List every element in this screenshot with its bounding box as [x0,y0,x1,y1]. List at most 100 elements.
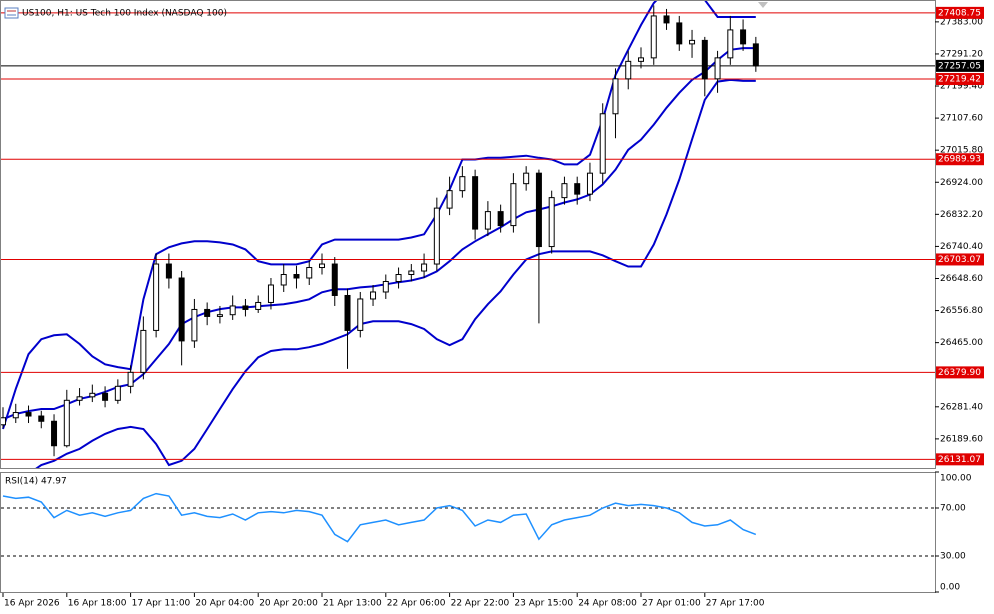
y-tick-label: 26740.40 [940,242,983,252]
rsi-y-tick-label: 100.00 [940,474,972,484]
symbol-icon [4,7,19,19]
chart-title: US100, H1: US Tech 100 Index (NASDAQ 100… [22,9,227,19]
candle-body [38,415,45,422]
candle-body [714,57,721,80]
candle-body [663,15,670,24]
candle-body [727,29,734,59]
candle-body [752,43,759,67]
candle-body [638,57,644,62]
candle-body [382,280,389,293]
y-tick-label: 26832.20 [940,210,983,220]
x-tick-label: 20 Apr 04:00 [195,599,254,609]
candle-body [676,22,683,45]
x-tick-label: 22 Apr 22:00 [451,599,510,609]
level-label: 26989.93 [938,155,981,165]
bollinger-upper [2,1,756,430]
level-label-box [936,453,984,466]
candle-body [204,308,211,317]
x-tick-label: 23 Apr 15:00 [514,599,573,609]
candle-body [153,263,160,331]
level-label-box [936,366,984,379]
candle-body [561,183,568,199]
candle-body [446,190,453,209]
candle-body [433,207,440,265]
candle-body [408,270,415,276]
rsi-y-tick-label: 0.00 [940,583,960,593]
candle-body [127,371,134,387]
y-tick-label: 26189.60 [940,434,983,444]
candle-body [25,412,32,417]
x-tick-label: 24 Apr 08:00 [578,599,637,609]
level-label-box [936,153,984,166]
candle-body [421,263,428,272]
candle-body [51,420,58,447]
candle-body [306,267,313,279]
y-tick-label: 27107.60 [940,114,983,124]
y-tick-label: 27383.00 [940,17,983,27]
candle-body [267,284,274,303]
y-tick-label: 27015.80 [940,146,983,156]
candle-body [293,274,300,279]
candle-body [459,176,466,192]
y-tick-label: 27291.20 [940,49,983,59]
candle-body [63,399,70,447]
x-tick-label: 21 Apr 13:00 [323,599,382,609]
candle-body [689,39,696,45]
x-tick-label: 27 Apr 17:00 [706,599,765,609]
x-tick-label: 16 Apr 2026 [4,599,60,609]
level-label-box [936,73,984,86]
scroll-marker [758,2,768,8]
current-price-label: 27257.05 [938,61,981,71]
rsi-y-tick-label: 70.00 [940,504,966,514]
candle-body [650,15,657,59]
level-label: 27408.75 [938,8,981,18]
candle-body [395,274,402,282]
main-plot [1,1,935,468]
y-tick-label: 26281.40 [940,402,983,412]
candle-body [510,183,517,227]
candle-body [280,274,287,286]
candle-body [599,113,606,174]
candle-body [625,60,632,80]
candle-body [484,211,491,230]
candle-body [114,385,121,401]
candle-body [586,172,593,195]
x-tick-label: 17 Apr 11:00 [132,599,191,609]
candle-body [89,392,96,398]
x-tick-label: 16 Apr 18:00 [68,599,127,609]
candle-body [497,211,504,227]
y-tick-label: 26556.80 [940,306,983,316]
candle-body [574,183,581,195]
candle-body [12,412,19,419]
rsi-line [2,492,757,543]
level-label: 26131.07 [938,455,981,465]
candle-body [472,176,479,230]
candle-body [319,263,325,269]
candle-body [331,263,338,296]
level-label: 27219.42 [938,75,981,85]
level-label-box [936,6,984,19]
candle-body [740,29,747,45]
rsi-panel-frame [0,472,936,593]
main-panel-frame [0,0,936,469]
y-tick-label: 27199.40 [940,82,983,92]
candle-body [76,396,83,401]
y-tick-label: 26648.60 [940,274,983,284]
candle-body [523,172,530,185]
level-label: 26379.90 [938,368,981,378]
candle-body [229,305,236,316]
candle-body [1,417,6,426]
bollinger-lower [35,78,756,468]
candle-body [140,329,147,373]
x-tick-label: 27 Apr 01:00 [642,599,701,609]
candle-body [535,172,542,248]
x-tick-label: 22 Apr 06:00 [387,599,446,609]
candle-body [548,197,555,248]
y-tick-label: 26924.00 [940,178,983,188]
candle-body [102,392,109,401]
candle-body [165,263,172,279]
candle-body [242,305,249,310]
rsi-y-tick-label: 30.00 [940,552,966,562]
